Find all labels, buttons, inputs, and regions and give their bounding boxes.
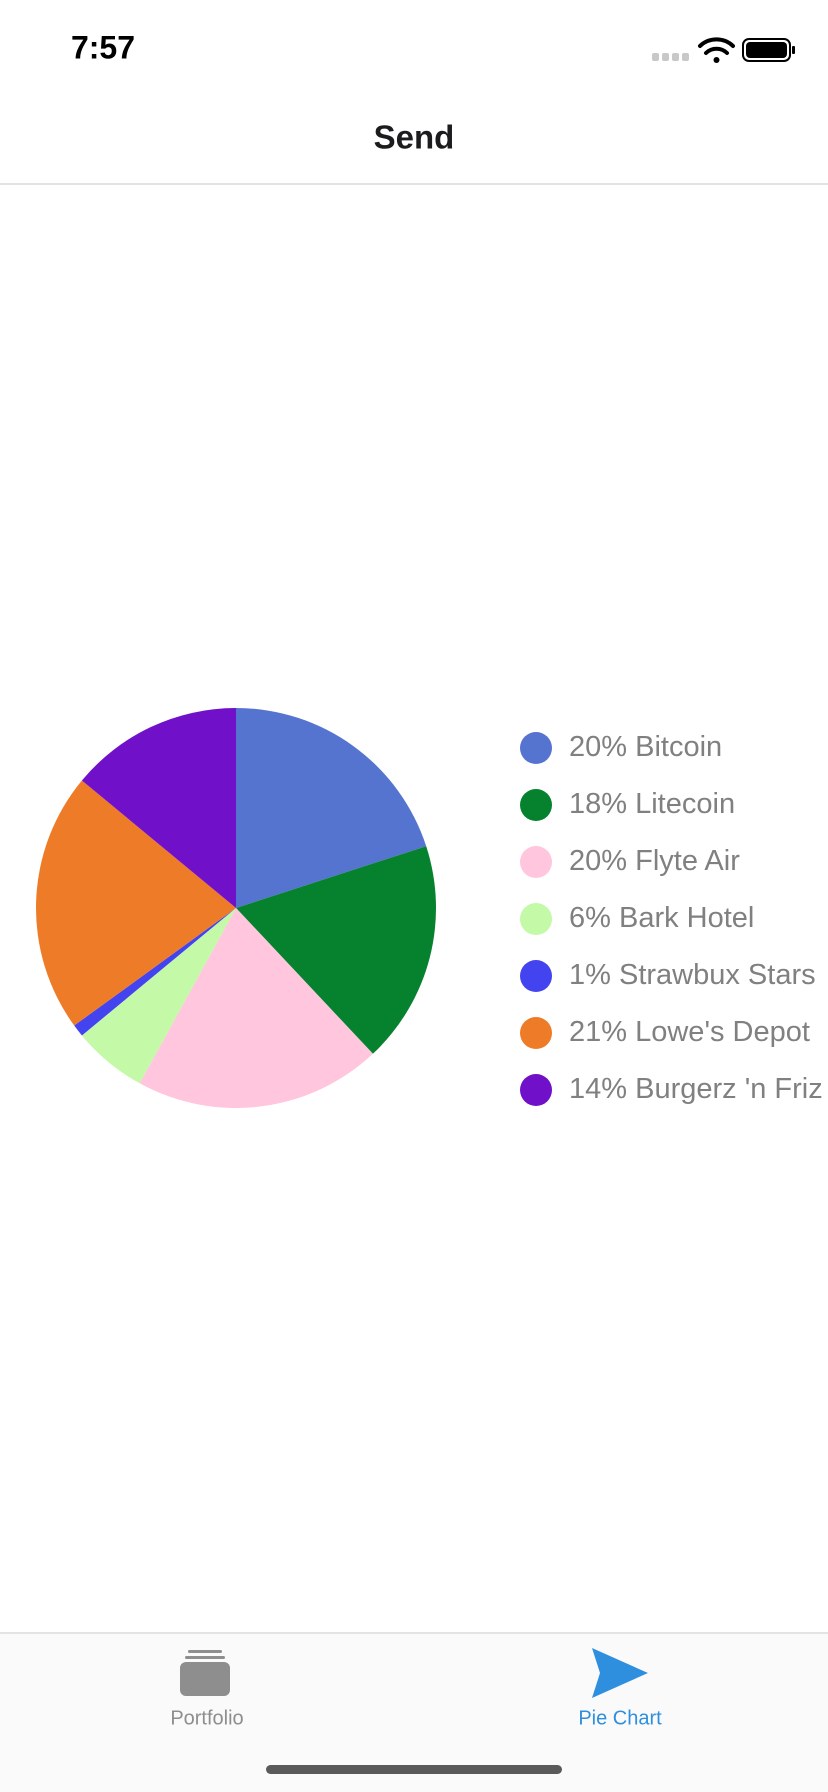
legend-name: Bark Hotel [619, 902, 754, 934]
legend-label: 14% Burgerz 'n Friz [569, 1073, 823, 1105]
legend-value: 14% [569, 1073, 627, 1105]
legend-swatch [520, 1017, 552, 1049]
status-time: 7:57 [71, 29, 135, 65]
legend-swatch [520, 846, 552, 878]
pie-chart-tab[interactable]: Pie Chart [578, 1648, 662, 1729]
legend-label: 21% Lowe's Depot [569, 1016, 810, 1048]
legend-swatch [520, 1074, 552, 1106]
legend-swatch [520, 960, 552, 992]
pie-chart [36, 708, 436, 1108]
legend-label: 18% Litecoin [569, 788, 735, 820]
pie-slice [74, 908, 237, 1036]
legend-value: 1% [569, 959, 611, 991]
legend-name: Lowe's Depot [635, 1016, 810, 1048]
legend-name: Flyte Air [635, 845, 740, 877]
tab-label: Portfolio [170, 1707, 243, 1729]
legend-value: 20% [569, 845, 627, 877]
portfolio-icon-line [185, 1656, 225, 1659]
legend-value: 18% [569, 788, 627, 820]
legend-label: 1% Strawbux Stars [569, 959, 816, 991]
signal-icon [652, 53, 689, 61]
legend-swatch [520, 903, 552, 935]
send-icon [592, 1648, 648, 1698]
pie-slice [81, 708, 236, 908]
tab-label: Pie Chart [578, 1707, 662, 1729]
portfolio-tab[interactable]: Portfolio [170, 1650, 244, 1729]
pie-slice [81, 908, 236, 1084]
portfolio-icon-line [188, 1650, 222, 1653]
legend-label: 20% Bitcoin [569, 731, 722, 763]
pie-slice [236, 846, 436, 1054]
wifi-icon [698, 37, 735, 63]
legend-value: 6% [569, 902, 611, 934]
legend-name: Litecoin [635, 788, 735, 820]
pie-slice [36, 780, 237, 1026]
legend-value: 20% [569, 731, 627, 763]
legend-swatch [520, 732, 552, 764]
legend-name: Strawbux Stars [619, 959, 816, 991]
nav-title: Send [374, 119, 455, 156]
legend-name: Bitcoin [635, 731, 722, 763]
pie-slice [236, 708, 427, 908]
portfolio-icon [180, 1662, 230, 1696]
pie-slice [139, 908, 373, 1108]
legend-name: Burgerz 'n Friz [635, 1073, 823, 1105]
legend-value: 21% [569, 1016, 627, 1048]
legend-swatch [520, 789, 552, 821]
battery-icon [742, 38, 795, 62]
legend-label: 6% Bark Hotel [569, 902, 754, 934]
home-indicator [266, 1765, 562, 1774]
legend-label: 20% Flyte Air [569, 845, 740, 877]
